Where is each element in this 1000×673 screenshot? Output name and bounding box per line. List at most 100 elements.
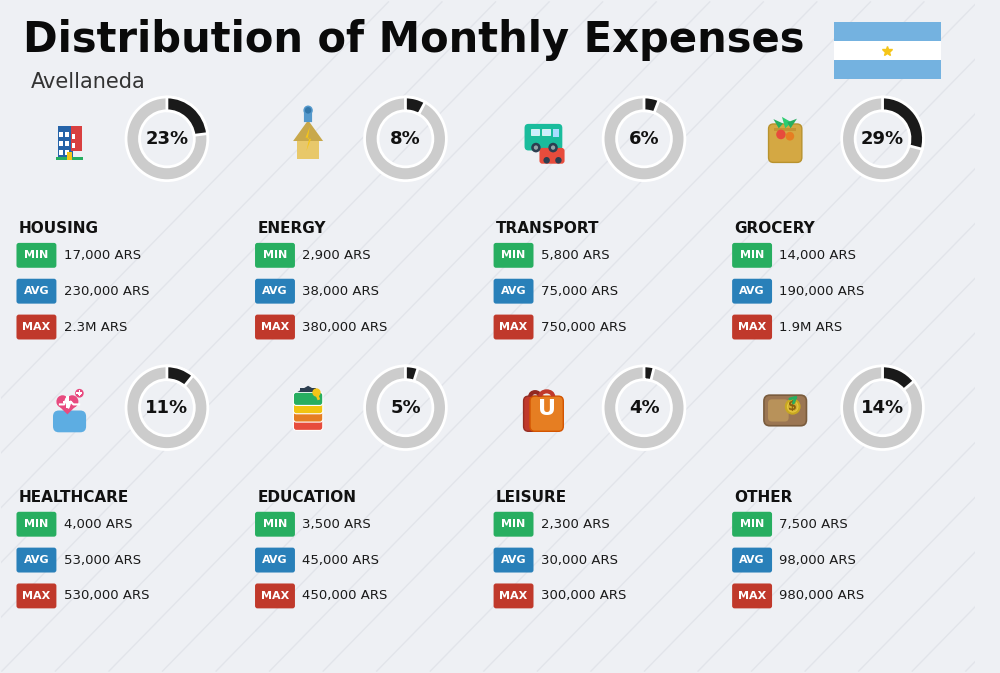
Text: 1.9M ARS: 1.9M ARS (779, 320, 843, 334)
Text: 98,000 ARS: 98,000 ARS (779, 554, 856, 567)
Bar (63, 400, 72, 403)
Text: AVG: AVG (24, 286, 49, 296)
FancyBboxPatch shape (494, 279, 534, 304)
FancyBboxPatch shape (764, 395, 806, 426)
Bar (59, 141, 63, 146)
Text: 11%: 11% (145, 398, 188, 417)
Wedge shape (883, 366, 914, 390)
FancyBboxPatch shape (255, 243, 295, 268)
Wedge shape (126, 366, 208, 450)
Text: EDUCATION: EDUCATION (257, 491, 356, 505)
Text: MAX: MAX (738, 591, 766, 601)
FancyBboxPatch shape (732, 511, 772, 536)
Text: 2,300 ARS: 2,300 ARS (541, 518, 610, 531)
FancyBboxPatch shape (255, 511, 295, 536)
Text: MIN: MIN (740, 250, 764, 260)
Circle shape (555, 157, 562, 164)
Text: 30,000 ARS: 30,000 ARS (541, 554, 618, 567)
FancyBboxPatch shape (255, 583, 295, 608)
Text: 300,000 ARS: 300,000 ARS (541, 590, 626, 602)
Text: 6%: 6% (629, 130, 659, 148)
Text: AVG: AVG (739, 555, 765, 565)
FancyBboxPatch shape (494, 583, 534, 608)
Text: Distribution of Monthly Expenses: Distribution of Monthly Expenses (23, 20, 804, 61)
Wedge shape (405, 97, 425, 114)
FancyBboxPatch shape (732, 314, 772, 339)
Bar (56, 157, 83, 160)
Bar (300, 388, 316, 392)
FancyBboxPatch shape (732, 583, 772, 608)
Text: TRANSPORT: TRANSPORT (496, 221, 600, 236)
Bar (542, 129, 550, 135)
Polygon shape (293, 120, 323, 141)
Text: MAX: MAX (22, 591, 51, 601)
Text: 14%: 14% (861, 398, 904, 417)
Circle shape (551, 145, 555, 150)
Polygon shape (306, 127, 311, 151)
Circle shape (305, 107, 311, 114)
Wedge shape (365, 366, 446, 450)
Text: MIN: MIN (740, 520, 764, 529)
Text: MIN: MIN (501, 520, 526, 529)
Text: MIN: MIN (263, 250, 287, 260)
FancyBboxPatch shape (293, 417, 323, 431)
Text: 530,000 ARS: 530,000 ARS (64, 590, 149, 602)
Circle shape (776, 130, 786, 139)
FancyBboxPatch shape (494, 511, 534, 536)
FancyBboxPatch shape (524, 396, 547, 431)
Text: 5%: 5% (390, 398, 421, 417)
Polygon shape (56, 404, 78, 415)
FancyBboxPatch shape (255, 314, 295, 339)
Text: MIN: MIN (263, 520, 287, 529)
Text: MAX: MAX (22, 322, 51, 332)
Text: MIN: MIN (24, 250, 49, 260)
Text: 190,000 ARS: 190,000 ARS (779, 285, 865, 297)
Circle shape (788, 402, 797, 411)
Text: 5,800 ARS: 5,800 ARS (541, 249, 609, 262)
FancyBboxPatch shape (539, 148, 565, 164)
Wedge shape (603, 97, 685, 180)
Bar (65, 151, 69, 155)
Circle shape (786, 132, 794, 141)
Bar (65, 132, 69, 137)
Polygon shape (787, 118, 797, 129)
Circle shape (56, 395, 69, 408)
FancyBboxPatch shape (255, 548, 295, 573)
Text: AVG: AVG (501, 286, 526, 296)
Wedge shape (644, 97, 659, 113)
FancyBboxPatch shape (769, 124, 802, 162)
Text: 7,500 ARS: 7,500 ARS (779, 518, 848, 531)
FancyBboxPatch shape (53, 411, 86, 432)
Text: 29%: 29% (861, 130, 904, 148)
Text: AVG: AVG (262, 286, 288, 296)
Bar (59, 132, 63, 137)
Text: 14,000 ARS: 14,000 ARS (779, 249, 856, 262)
FancyBboxPatch shape (494, 314, 534, 339)
Text: Avellaneda: Avellaneda (31, 72, 145, 92)
FancyBboxPatch shape (494, 243, 534, 268)
Wedge shape (883, 97, 923, 149)
Text: 380,000 ARS: 380,000 ARS (302, 320, 388, 334)
FancyBboxPatch shape (293, 400, 323, 414)
Text: 75,000 ARS: 75,000 ARS (541, 285, 618, 297)
Bar (66, 396, 69, 408)
FancyBboxPatch shape (16, 511, 56, 536)
Text: HEALTHCARE: HEALTHCARE (19, 491, 129, 505)
Wedge shape (405, 366, 418, 381)
Text: LEISURE: LEISURE (496, 491, 567, 505)
Text: MAX: MAX (499, 322, 528, 332)
Wedge shape (603, 366, 685, 450)
Text: 4%: 4% (629, 398, 659, 417)
Text: 2,900 ARS: 2,900 ARS (302, 249, 371, 262)
FancyBboxPatch shape (834, 22, 941, 41)
Wedge shape (842, 97, 923, 180)
FancyBboxPatch shape (732, 243, 772, 268)
Wedge shape (167, 366, 193, 386)
Bar (71, 126, 82, 151)
Text: 230,000 ARS: 230,000 ARS (64, 285, 149, 297)
Text: 38,000 ARS: 38,000 ARS (302, 285, 379, 297)
Text: 23%: 23% (145, 130, 188, 148)
Text: 2.3M ARS: 2.3M ARS (64, 320, 127, 334)
Wedge shape (167, 97, 207, 135)
FancyBboxPatch shape (16, 548, 56, 573)
